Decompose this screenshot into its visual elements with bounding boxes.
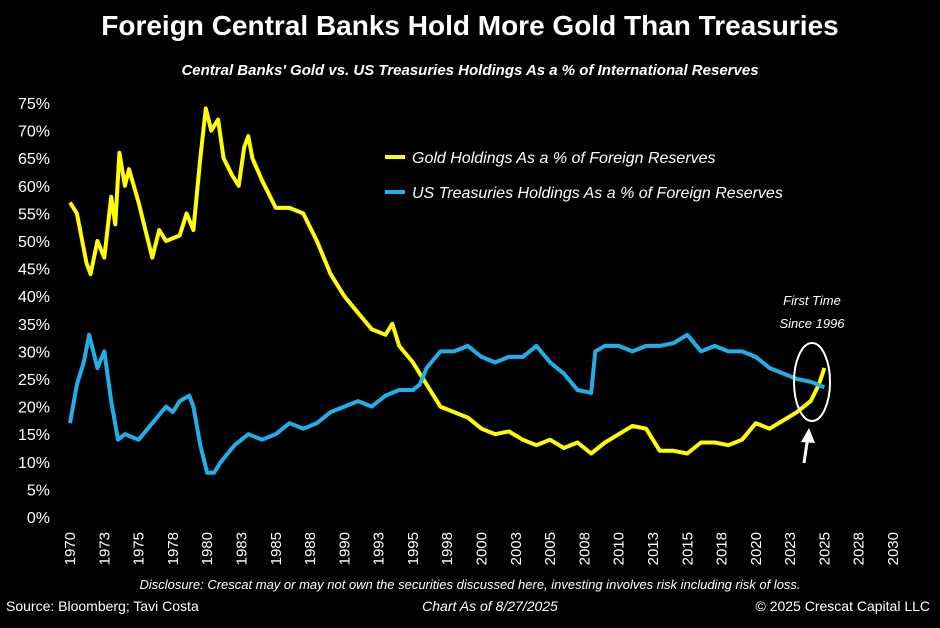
series-line-treasuries (68, 332, 826, 475)
x-tick-label: 2008 (576, 532, 593, 565)
disclosure: Disclosure: Crescat may or may not own t… (139, 577, 801, 592)
x-tick-label: 2010 (611, 532, 628, 565)
x-tick-label: 1985 (268, 532, 285, 565)
y-tick-label: 40% (18, 289, 50, 306)
y-tick-label: 70% (18, 124, 50, 141)
y-tick-label: 60% (18, 179, 50, 196)
source: Source: Bloomberg; Tavi Costa (6, 598, 199, 614)
chart-title: Foreign Central Banks Hold More Gold Tha… (101, 10, 839, 41)
y-tick-label: 75% (18, 96, 50, 113)
x-tick-label: 1998 (439, 532, 456, 565)
y-tick-label: 50% (18, 234, 50, 251)
y-tick-label: 25% (18, 372, 50, 389)
x-tick-label: 1995 (405, 532, 422, 565)
x-tick-label: 2018 (714, 532, 731, 565)
y-tick-label: 5% (27, 482, 50, 499)
x-tick-label: 1970 (62, 532, 79, 565)
x-tick-label: 2005 (542, 532, 559, 565)
x-tick-label: 2025 (816, 532, 833, 565)
highlight-ellipse (793, 342, 831, 422)
x-tick-label: 2015 (679, 532, 696, 565)
series-line-gold (68, 106, 827, 456)
x-tick-label: 1990 (336, 532, 353, 565)
y-tick-label: 35% (18, 317, 50, 334)
annotation: First Time Since 1996 (779, 293, 845, 464)
x-tick-label: 2000 (474, 532, 491, 565)
y-tick-label: 10% (18, 455, 50, 472)
x-tick-label: 2020 (748, 532, 765, 565)
x-tick-label: 2013 (645, 532, 662, 565)
y-tick-label: 55% (18, 206, 50, 223)
x-tick-label: 1993 (371, 532, 388, 565)
x-tick-label: 2023 (782, 532, 799, 565)
annotation-line-1: First Time (783, 293, 841, 308)
y-tick-label: 30% (18, 344, 50, 361)
y-tick-label: 45% (18, 262, 50, 279)
legend-label: Gold Holdings As a % of Foreign Reserves (412, 150, 716, 167)
x-tick-label: 2028 (851, 532, 868, 565)
x-tick-label: 1980 (199, 532, 216, 565)
y-tick-label: 15% (18, 427, 50, 444)
copyright: © 2025 Crescat Capital LLC (755, 598, 930, 614)
chart-subtitle: Central Banks' Gold vs. US Treasuries Ho… (181, 62, 759, 79)
x-tick-label: 2003 (508, 532, 525, 565)
y-tick-label: 0% (27, 510, 50, 527)
y-tick-label: 20% (18, 400, 50, 417)
legend-label: US Treasuries Holdings As a % of Foreign… (412, 185, 783, 202)
x-tick-label: 1975 (131, 532, 148, 565)
y-tick-label: 65% (18, 151, 50, 168)
chart-date: Chart As of 8/27/2025 (422, 598, 558, 614)
x-tick-label: 1978 (165, 532, 182, 565)
arrow-icon (801, 428, 815, 464)
x-tick-label: 2030 (885, 532, 902, 565)
annotation-line-2: Since 1996 (779, 316, 845, 331)
x-tick-label: 1988 (302, 532, 319, 565)
x-tick-label: 1973 (96, 532, 113, 565)
x-tick-label: 1983 (233, 532, 250, 565)
